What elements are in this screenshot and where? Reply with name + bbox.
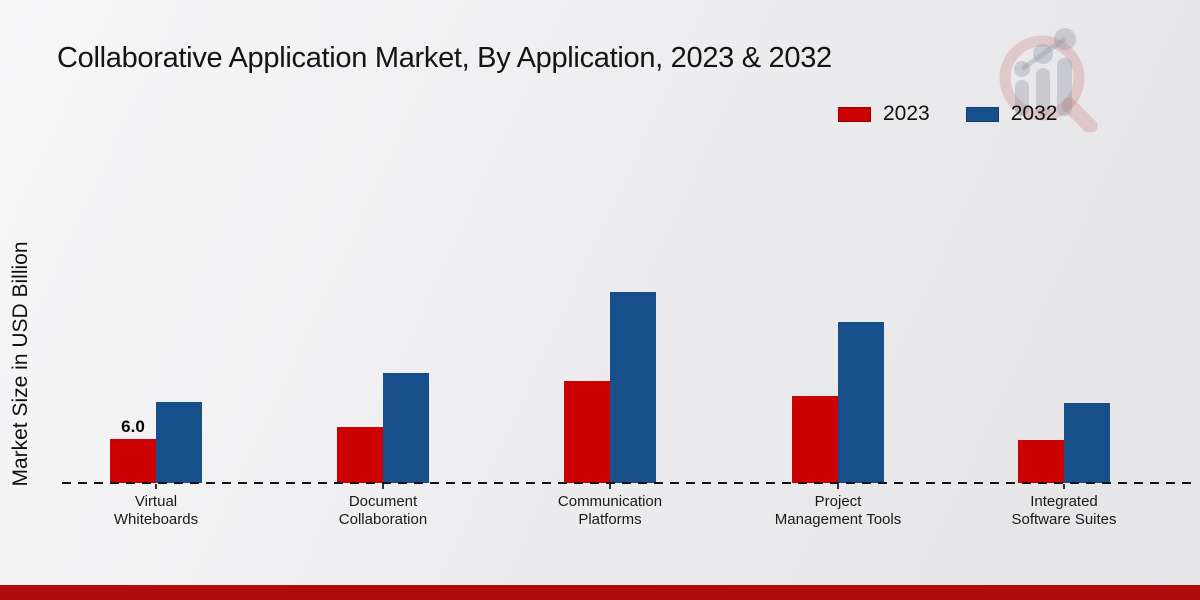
category-label-integrated-software-suites: Integrated Software Suites [1011, 493, 1117, 528]
category-label-document-collaboration: Document Collaboration [338, 493, 428, 528]
bar-2032-communication-platforms [610, 292, 656, 483]
x-axis-tick [837, 484, 839, 489]
bar-2023-communication-platforms [564, 381, 610, 483]
bar-2023-project-management-tools [792, 396, 838, 483]
legend: 2023 2032 [838, 102, 1057, 126]
bar-2023-integrated-software-suites [1018, 440, 1064, 483]
bar-2023-document-collaboration [337, 427, 383, 483]
legend-label-2023: 2023 [883, 102, 930, 125]
bar-2023-virtual-whiteboards [110, 439, 156, 483]
legend-label-2032: 2032 [1010, 102, 1058, 125]
x-axis-baseline [62, 482, 1197, 484]
bar-2032-project-management-tools [838, 322, 884, 483]
bar-2032-virtual-whiteboards [156, 402, 202, 483]
legend-item-2032: 2032 [965, 102, 1058, 126]
chart-title: Collaborative Application Market, By App… [57, 42, 832, 74]
bar-2032-integrated-software-suites [1064, 403, 1110, 483]
x-axis-tick [382, 484, 384, 489]
category-label-communication-platforms: Communication Platforms [557, 493, 663, 528]
legend-item-2023: 2023 [838, 102, 930, 126]
category-label-virtual-whiteboards: Virtual Whiteboards [113, 493, 199, 528]
x-axis-tick [609, 484, 611, 489]
x-axis-tick [155, 484, 157, 489]
magnifier-chart-logo-icon [999, 28, 1098, 132]
legend-swatch-2023 [838, 106, 871, 122]
category-label-project-management-tools: Project Management Tools [774, 493, 902, 528]
footer-accent-bar [0, 585, 1200, 600]
x-axis-tick [1063, 484, 1065, 489]
legend-swatch-2032 [965, 106, 999, 122]
bar-2032-document-collaboration [383, 373, 429, 483]
bar-value-label: 6.0 [121, 417, 145, 436]
